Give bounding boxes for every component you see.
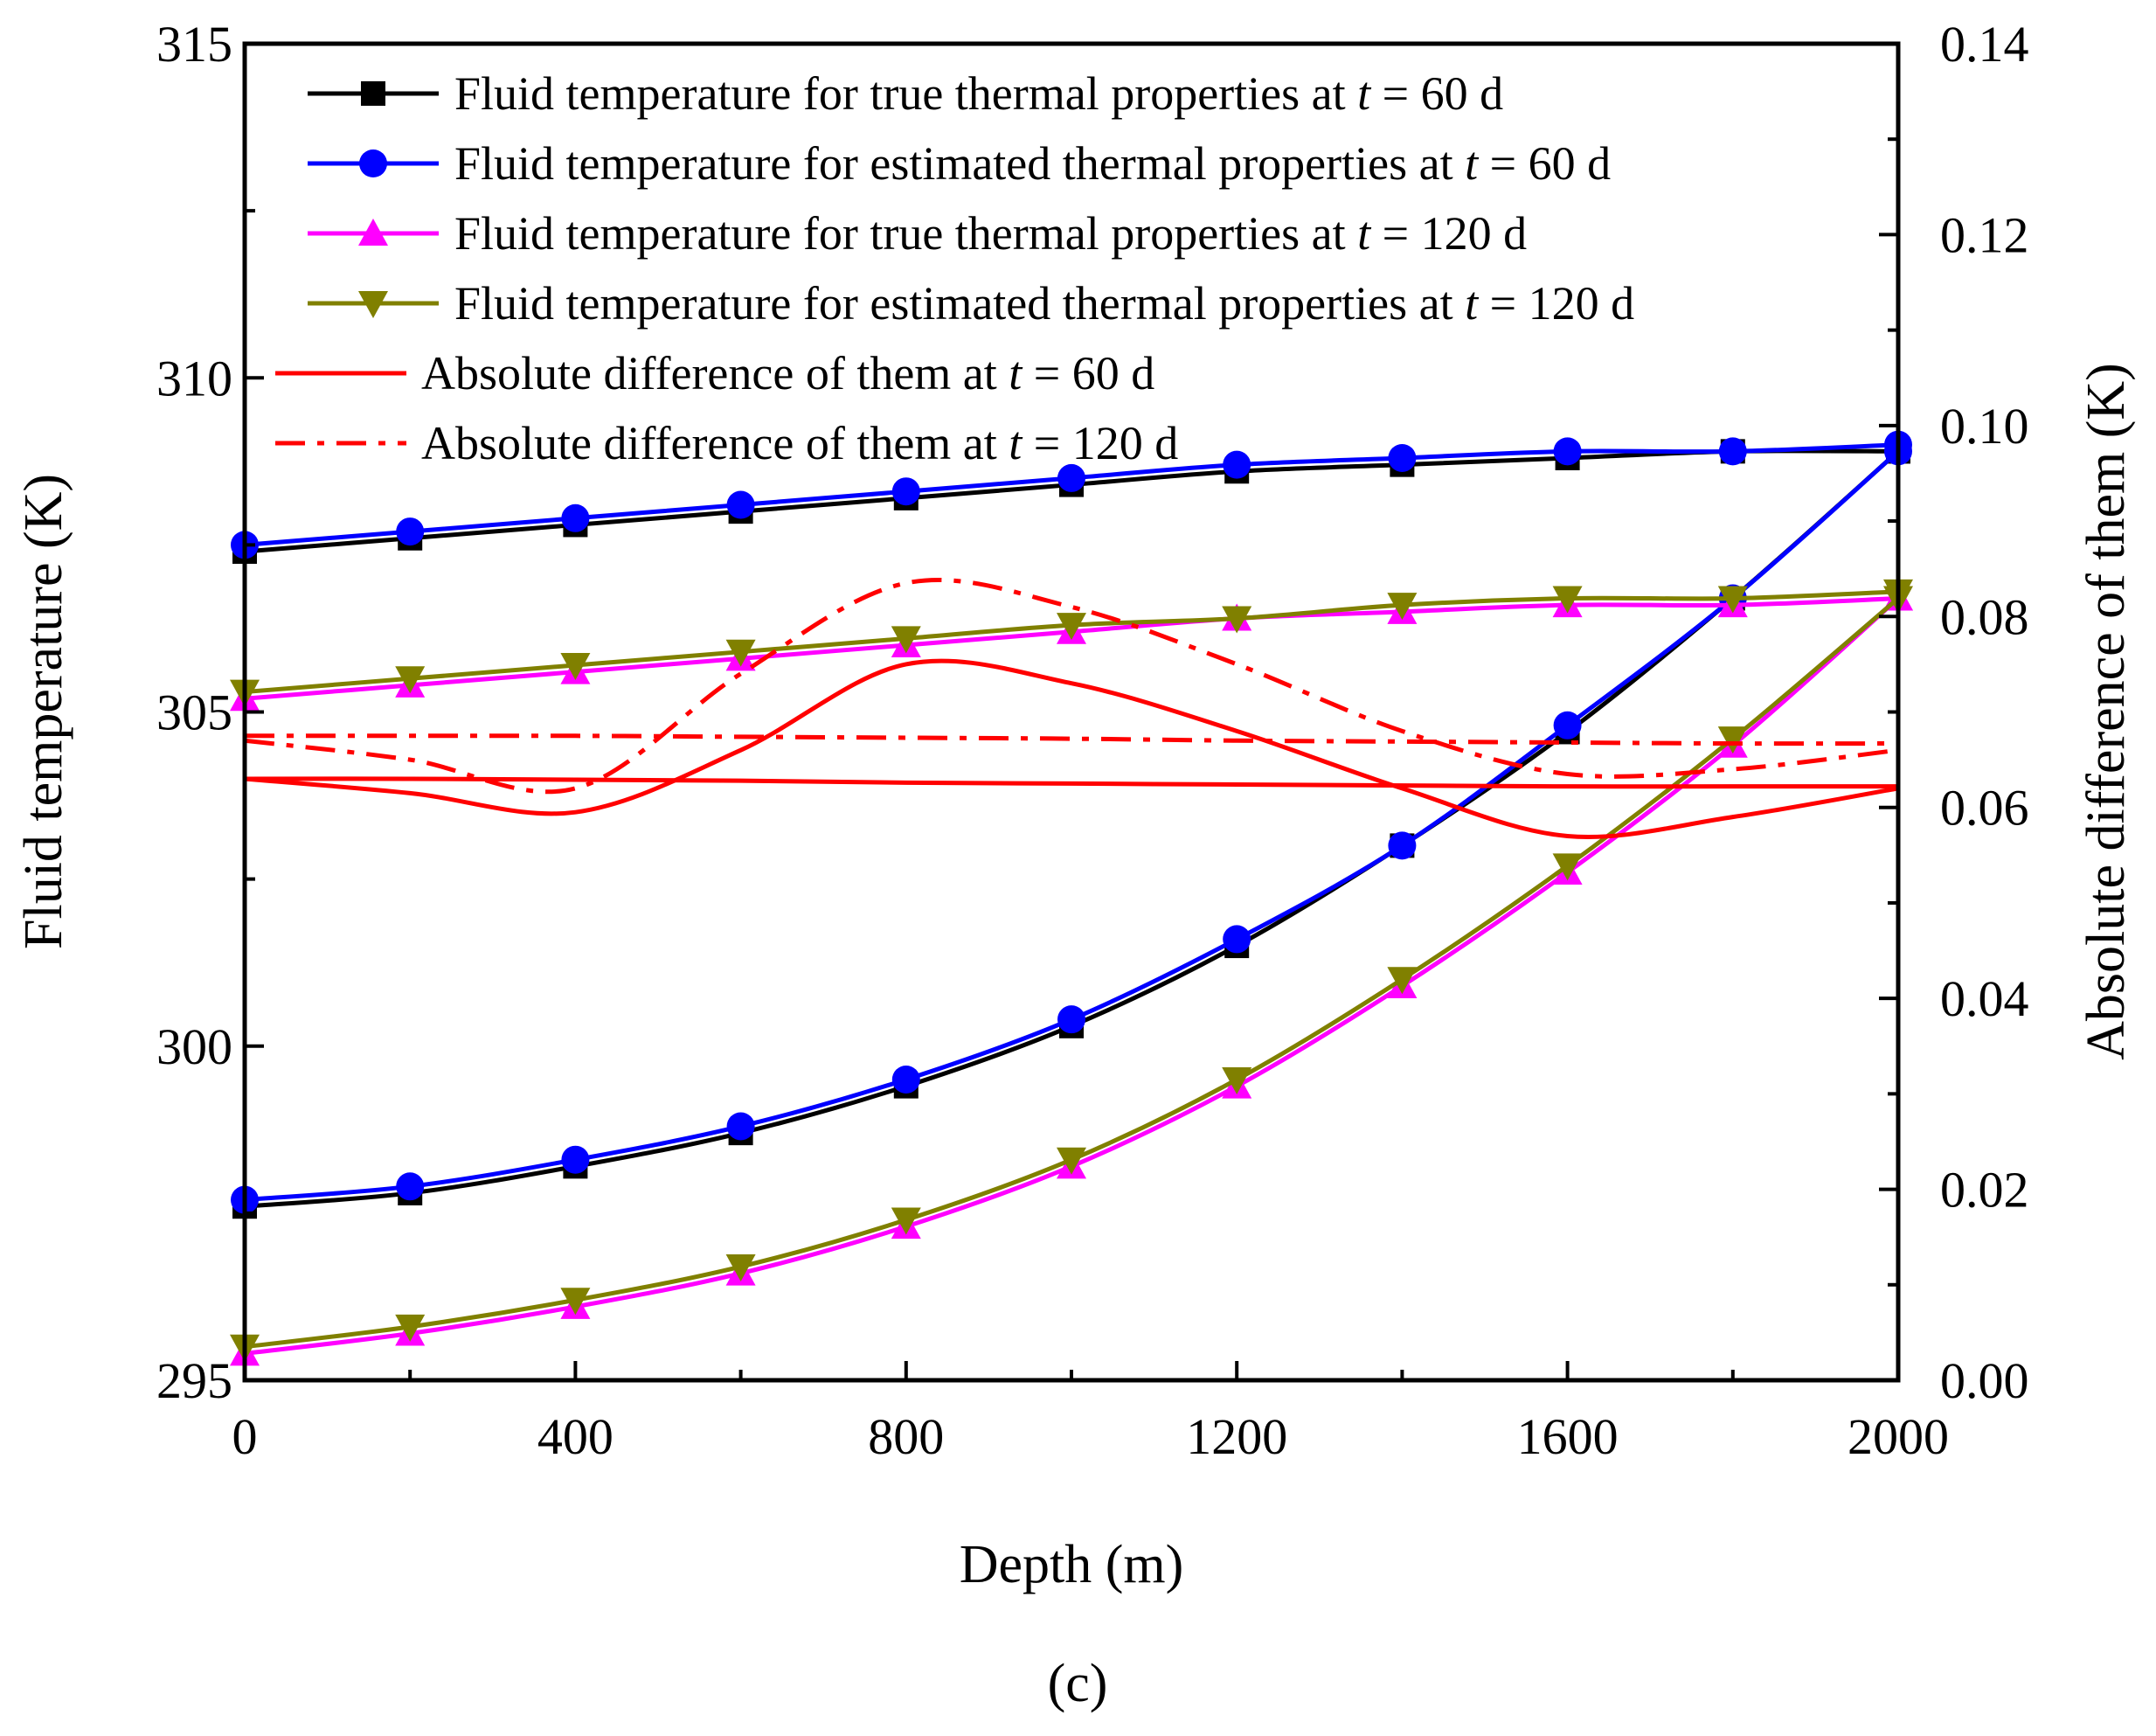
y-right-tick-label-0.08: 0.08 [1940, 588, 2029, 645]
point-400 [560, 652, 591, 680]
point-1200 [1223, 925, 1251, 954]
series-line [244, 596, 1900, 1350]
panel-label: (c) [1048, 1654, 1108, 1713]
y-right-tick-label-0.1: 0.10 [1940, 398, 2029, 455]
point-1400 [1388, 831, 1417, 860]
x-tick-label-800: 800 [868, 1408, 944, 1465]
point-1000 [1057, 1005, 1085, 1034]
series-line [244, 449, 1900, 1203]
point-800 [891, 1207, 921, 1235]
series-line [244, 449, 1900, 1209]
point-1000 [1057, 463, 1085, 492]
series-fluid-temperature-for-estimated-thermal-properties-at-t-120-d-up [230, 579, 1913, 707]
series-fluid-temperature-for-true-thermal-properties-at-t-120-d-down [230, 583, 1913, 1366]
legend-item-2: Fluid temperature for estimated thermal … [308, 137, 1611, 190]
x-tick-label-2000: 2000 [1848, 1408, 1949, 1465]
point-800 [891, 1065, 920, 1094]
legend-marker [361, 81, 385, 106]
x-axis-title: Depth (m) [960, 1535, 1184, 1594]
point-1400 [1387, 967, 1418, 995]
y-left-tick-label-295: 295 [156, 1352, 232, 1409]
y-left-tick-label-305: 305 [156, 684, 232, 741]
legend: Fluid temperature for true thermal prope… [275, 67, 1634, 469]
series-absolute-difference-of-them-at-t-120-d-down [244, 578, 1899, 795]
legend-label: Absolute difference of them at t = 60 d [421, 347, 1154, 399]
y-left-tick-label-310: 310 [156, 350, 232, 406]
y-axis-right-title: Absolute difference of them (K) [2076, 363, 2136, 1060]
y-right-tick-label-0: 0.00 [1940, 1352, 2029, 1409]
point-200 [396, 1172, 425, 1201]
point-400 [561, 503, 590, 532]
legend-label: Fluid temperature for true thermal prope… [454, 207, 1527, 260]
series-line [244, 776, 1898, 789]
series-absolute-difference-of-them-at-t-60-d-down [244, 658, 1899, 839]
point-1800 [1717, 726, 1748, 754]
point-1000 [1057, 613, 1086, 641]
legend-label: Fluid temperature for estimated thermal … [454, 137, 1611, 190]
y-right-tick-label-0.14: 0.14 [1940, 16, 2029, 73]
legend-marker [358, 291, 388, 318]
y-right-tick-label-0.02: 0.02 [1940, 1162, 2029, 1219]
point-600 [726, 1112, 755, 1141]
point-800 [891, 626, 921, 654]
legend-item-1: Fluid temperature for true thermal prope… [308, 67, 1503, 120]
legend-item-6: Absolute difference of them at t = 120 d [275, 417, 1178, 469]
point-1200 [1223, 450, 1251, 479]
legend-item-4: Fluid temperature for estimated thermal … [308, 277, 1634, 330]
point-800 [891, 477, 920, 506]
point-1800 [1717, 586, 1748, 614]
point-1200 [1222, 1066, 1252, 1094]
y-axis-left-title: Fluid temperature (K) [14, 474, 73, 949]
point-600 [726, 490, 755, 519]
legend-label: Fluid temperature for estimated thermal … [454, 277, 1634, 330]
legend-item-3: Fluid temperature for true thermal prope… [308, 207, 1527, 260]
point-1600 [1553, 437, 1582, 466]
ticks-layer: 0 400 800 1200 1600 2000 295 300 305 310 315 0.00 0.… [156, 16, 2029, 1465]
point-1600 [1552, 853, 1583, 881]
x-tick-label-0: 0 [232, 1408, 258, 1465]
x-tick-label-400: 400 [537, 1408, 614, 1465]
point-1600 [1553, 711, 1582, 740]
series-fluid-temperature-for-estimated-thermal-properties-at-t-60-d-down [231, 437, 1912, 1214]
series-line [245, 733, 1899, 746]
legend-label: Absolute difference of them at t = 120 d [421, 417, 1178, 469]
series-line [244, 596, 1900, 1356]
series-absolute-difference-of-them-at-t-60-d-up [244, 776, 1898, 789]
point-1000 [1057, 1147, 1086, 1175]
legend-marker [358, 219, 388, 246]
series-line [244, 578, 1899, 795]
point-1400 [1387, 593, 1418, 621]
y-left-tick-label-315: 315 [156, 16, 232, 73]
series-fluid-temperature-for-estimated-thermal-properties-at-t-60-d-up [231, 430, 1912, 559]
point-600 [725, 639, 756, 667]
point-1200 [1222, 606, 1252, 634]
point-1800 [1718, 437, 1747, 466]
x-tick-label-1600: 1600 [1517, 1408, 1619, 1465]
series-fluid-temperature-for-estimated-thermal-properties-at-t-120-d-down [230, 586, 1913, 1362]
point-200 [395, 1314, 426, 1342]
point-400 [560, 1288, 591, 1316]
y-right-tick-label-0.04: 0.04 [1940, 970, 2029, 1027]
y-right-tick-label-0.06: 0.06 [1940, 780, 2029, 837]
legend-label: Fluid temperature for true thermal prope… [454, 67, 1503, 120]
point-200 [395, 666, 426, 694]
point-400 [561, 1145, 590, 1174]
point-600 [725, 1254, 756, 1282]
point-200 [396, 517, 425, 546]
legend-item-5: Absolute difference of them at t = 60 d [275, 347, 1154, 399]
series-line [244, 658, 1899, 839]
series-fluid-temperature-for-true-thermal-properties-at-t-120-d-up [230, 583, 1913, 712]
point-1400 [1388, 443, 1417, 472]
series-absolute-difference-of-them-at-t-120-d-up [245, 733, 1899, 746]
y-left-tick-label-300: 300 [156, 1018, 232, 1075]
x-tick-label-1200: 1200 [1186, 1408, 1287, 1465]
point-1600 [1552, 586, 1583, 614]
y-right-tick-label-0.12: 0.12 [1940, 206, 2029, 263]
legend-marker [359, 149, 387, 177]
series-layer [230, 430, 1913, 1366]
